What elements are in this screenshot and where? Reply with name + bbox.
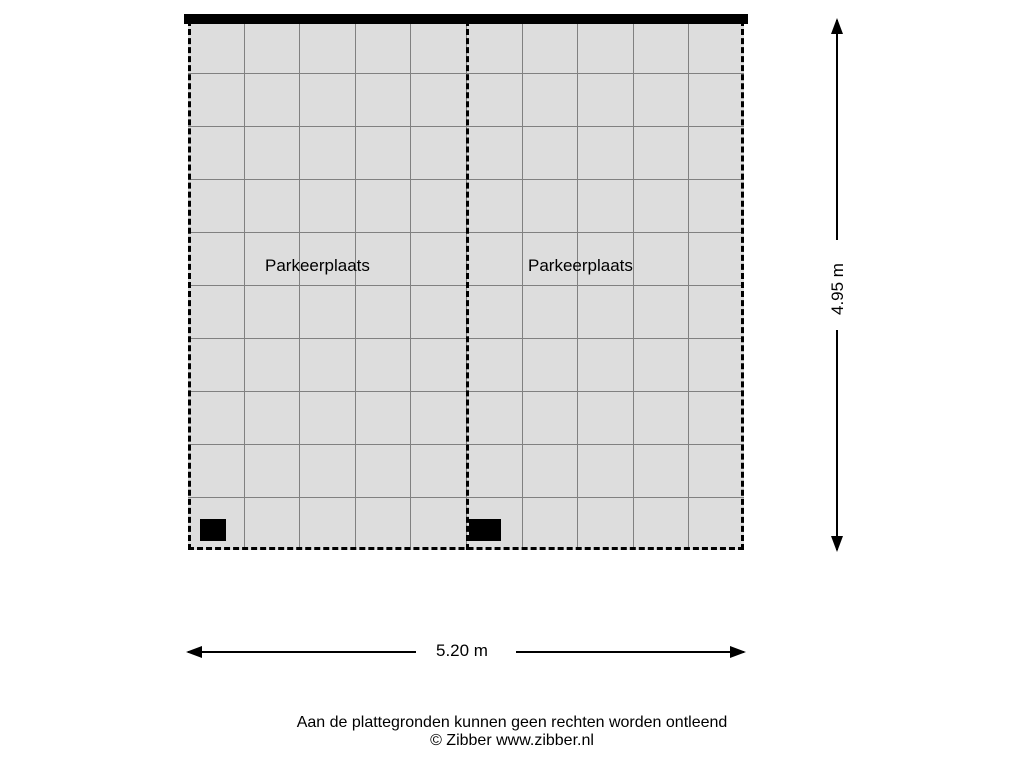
footer-text: Aan de plattegronden kunnen geen rechten… xyxy=(0,714,1024,750)
dimension-width-label: 5.20 m xyxy=(436,641,488,661)
footer-line2: © Zibber www.zibber.nl xyxy=(430,732,594,749)
footer-line1: Aan de plattegronden kunnen geen rechten… xyxy=(297,714,728,731)
parking-label-left: Parkeerplaats xyxy=(265,256,370,276)
black-marker xyxy=(200,519,226,541)
dashed-border-left xyxy=(188,20,191,550)
dimension-height-line xyxy=(836,330,838,550)
parking-label-right: Parkeerplaats xyxy=(528,256,633,276)
dashed-divider xyxy=(466,20,469,550)
dimension-width-line xyxy=(516,651,744,653)
arrow-left-icon xyxy=(186,646,202,658)
dimension-height-label: 4.95 m xyxy=(828,263,848,315)
black-marker xyxy=(469,519,501,541)
dimension-height-line xyxy=(836,20,838,240)
arrow-up-icon xyxy=(831,18,843,34)
dimension-width-line xyxy=(188,651,416,653)
dashed-border-right xyxy=(741,20,744,550)
top-wall xyxy=(184,14,748,24)
floorplan-canvas: Parkeerplaats Parkeerplaats 5.20 m 4.95 … xyxy=(0,0,1024,768)
